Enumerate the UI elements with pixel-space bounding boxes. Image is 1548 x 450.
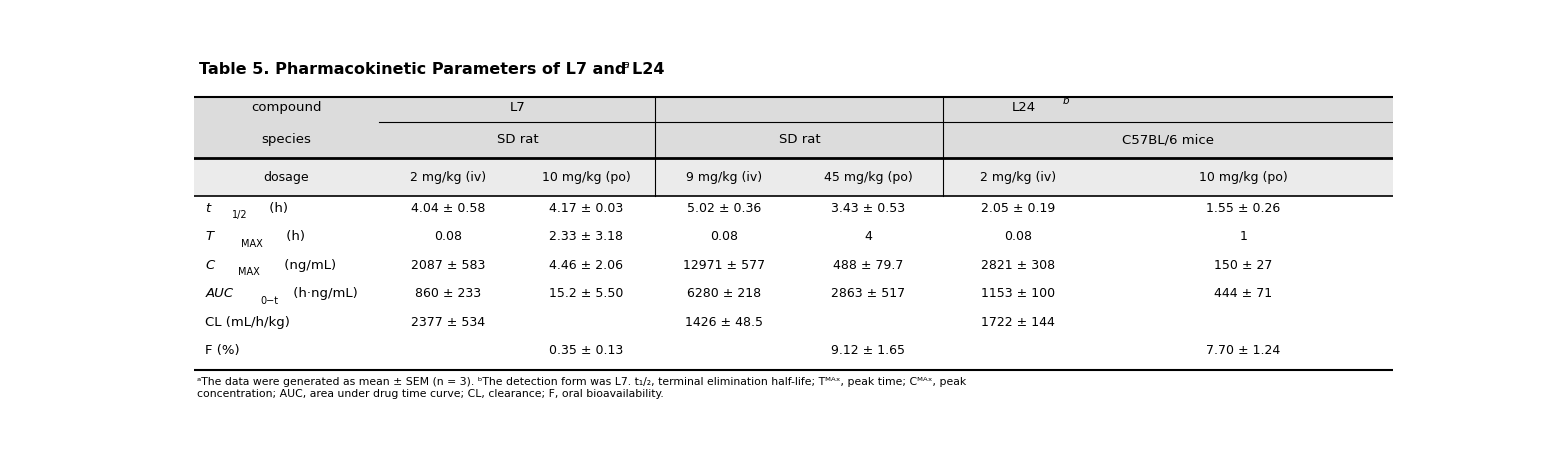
Text: 0−t: 0−t: [260, 296, 279, 306]
Text: 10 mg/kg (po): 10 mg/kg (po): [1198, 171, 1288, 184]
Text: 0.08: 0.08: [711, 230, 738, 243]
Text: SD rat: SD rat: [497, 134, 539, 146]
Text: Table 5. Pharmacokinetic Parameters of L7 and L24: Table 5. Pharmacokinetic Parameters of L…: [200, 62, 666, 77]
Text: dosage: dosage: [263, 171, 310, 184]
Text: (h): (h): [266, 202, 288, 215]
Text: 2.33 ± 3.18: 2.33 ± 3.18: [550, 230, 624, 243]
Text: C: C: [206, 259, 215, 272]
Text: SD rat: SD rat: [779, 134, 820, 146]
Text: L7: L7: [509, 101, 525, 114]
Text: 9.12 ± 1.65: 9.12 ± 1.65: [831, 344, 906, 357]
Text: concentration; AUC, area under drug time curve; CL, clearance; F, oral bioavaila: concentration; AUC, area under drug time…: [197, 389, 664, 399]
Text: 12971 ± 577: 12971 ± 577: [683, 259, 765, 272]
Text: 45 mg/kg (po): 45 mg/kg (po): [824, 171, 913, 184]
Text: 2863 ± 517: 2863 ± 517: [831, 287, 906, 300]
Text: 4.04 ± 0.58: 4.04 ± 0.58: [412, 202, 486, 215]
Text: 2087 ± 583: 2087 ± 583: [412, 259, 486, 272]
Text: L24: L24: [1012, 101, 1036, 114]
Text: a: a: [622, 60, 630, 71]
Text: species: species: [262, 134, 311, 146]
Text: 0.35 ± 0.13: 0.35 ± 0.13: [550, 344, 624, 357]
Text: 2.05 ± 0.19: 2.05 ± 0.19: [981, 202, 1056, 215]
Text: 2 mg/kg (iv): 2 mg/kg (iv): [980, 171, 1056, 184]
Text: 1: 1: [1240, 230, 1248, 243]
Text: b: b: [1062, 96, 1070, 107]
Text: 1722 ± 144: 1722 ± 144: [981, 316, 1056, 329]
Text: (h): (h): [282, 230, 305, 243]
Text: 7.70 ± 1.24: 7.70 ± 1.24: [1206, 344, 1280, 357]
Bar: [194, 158, 1393, 196]
Text: (ng/mL): (ng/mL): [280, 259, 336, 272]
Text: 10 mg/kg (po): 10 mg/kg (po): [542, 171, 630, 184]
Text: 4.17 ± 0.03: 4.17 ± 0.03: [550, 202, 624, 215]
Text: 1.55 ± 0.26: 1.55 ± 0.26: [1206, 202, 1280, 215]
Text: 4.46 ± 2.06: 4.46 ± 2.06: [550, 259, 624, 272]
Text: 6280 ± 218: 6280 ± 218: [687, 287, 762, 300]
Text: CL (mL/h/kg): CL (mL/h/kg): [206, 316, 291, 329]
Text: 0.08: 0.08: [435, 230, 463, 243]
Bar: [194, 196, 1393, 370]
Bar: [194, 97, 1393, 158]
Text: 1/2: 1/2: [232, 210, 248, 220]
Text: 444 ± 71: 444 ± 71: [1214, 287, 1272, 300]
Text: 9 mg/kg (iv): 9 mg/kg (iv): [686, 171, 763, 184]
Text: 488 ± 79.7: 488 ± 79.7: [833, 259, 904, 272]
Text: T: T: [206, 230, 214, 243]
Text: 860 ± 233: 860 ± 233: [415, 287, 481, 300]
Text: compound: compound: [251, 101, 322, 114]
Text: MAX: MAX: [238, 267, 260, 277]
Text: MAX: MAX: [241, 239, 263, 249]
Text: 3.43 ± 0.53: 3.43 ± 0.53: [831, 202, 906, 215]
Text: 0.08: 0.08: [1005, 230, 1033, 243]
Text: t: t: [206, 202, 211, 215]
Text: 15.2 ± 5.50: 15.2 ± 5.50: [550, 287, 624, 300]
Text: AUC: AUC: [206, 287, 234, 300]
Text: 2821 ± 308: 2821 ± 308: [981, 259, 1056, 272]
Text: 1426 ± 48.5: 1426 ± 48.5: [686, 316, 763, 329]
Text: 1153 ± 100: 1153 ± 100: [981, 287, 1056, 300]
Text: 150 ± 27: 150 ± 27: [1214, 259, 1272, 272]
Text: 4: 4: [864, 230, 872, 243]
Text: 2377 ± 534: 2377 ± 534: [412, 316, 486, 329]
Text: 2 mg/kg (iv): 2 mg/kg (iv): [410, 171, 486, 184]
Text: 5.02 ± 0.36: 5.02 ± 0.36: [687, 202, 762, 215]
Text: ᵃThe data were generated as mean ± SEM (n = 3). ᵇThe detection form was L7. t₁/₂: ᵃThe data were generated as mean ± SEM (…: [197, 378, 966, 387]
Text: (h·ng/mL): (h·ng/mL): [289, 287, 358, 300]
Text: F (%): F (%): [206, 344, 240, 357]
Text: C57BL/6 mice: C57BL/6 mice: [1122, 134, 1214, 146]
